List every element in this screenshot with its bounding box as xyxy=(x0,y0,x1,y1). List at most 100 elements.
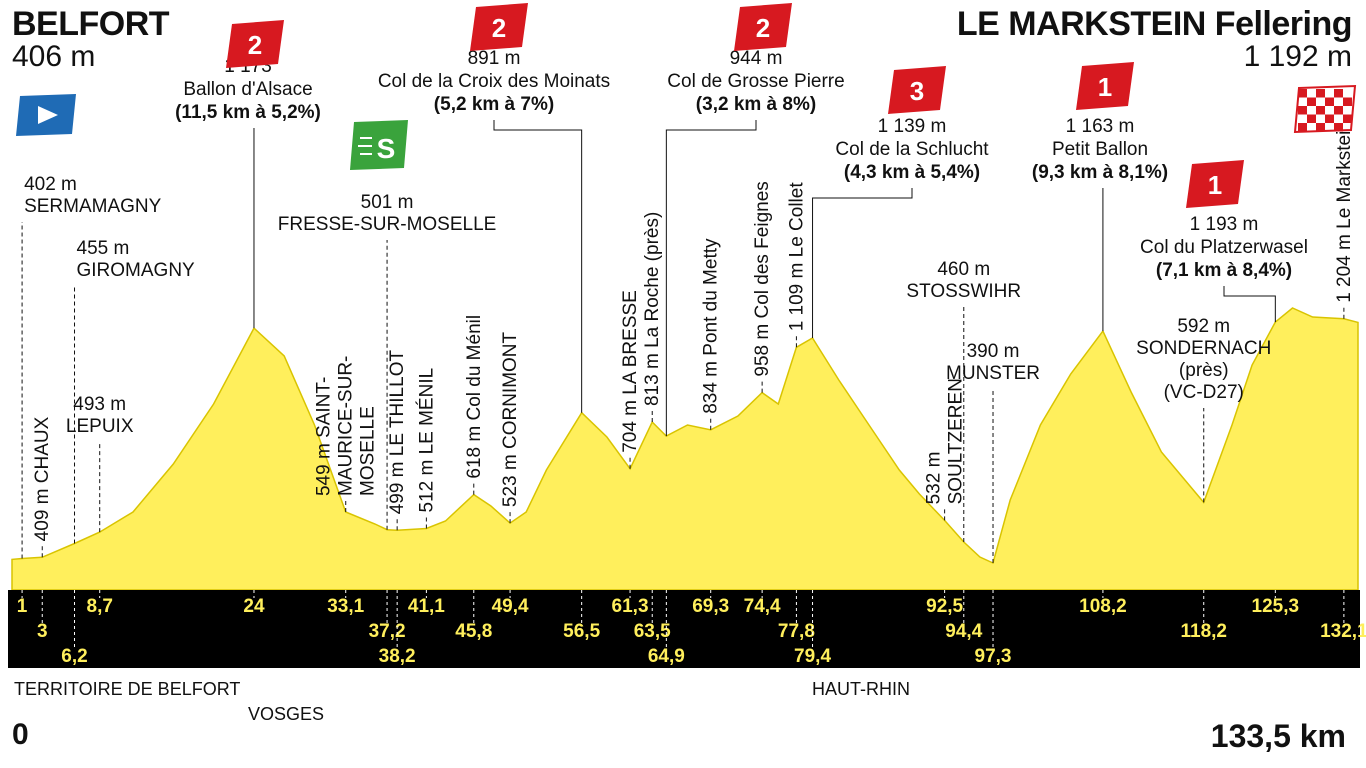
km-label: 49,4 xyxy=(492,596,529,617)
km-label: 77,8 xyxy=(778,621,815,642)
km-label: 45,8 xyxy=(455,621,492,642)
finish-flag-square xyxy=(1307,114,1316,123)
climb-category: 1 xyxy=(1098,72,1112,102)
vertical-place-label: MOSELLE xyxy=(358,406,379,496)
climb-name: Col de la Schlucht xyxy=(835,139,989,160)
vertical-place-label: 813 m La Roche (près) xyxy=(642,212,663,406)
climb-leader xyxy=(1223,286,1276,323)
start-altitude: 406 m xyxy=(12,40,96,73)
climb-altitude: 944 m xyxy=(730,48,783,69)
km-label: 38,2 xyxy=(379,646,416,667)
climb-stats: (4,3 km à 5,4%) xyxy=(844,162,980,183)
place-label: 592 m xyxy=(1177,316,1230,337)
place-label: 493 m xyxy=(73,394,126,415)
department-label: HAUT-RHIN xyxy=(812,679,910,699)
climb-stats: (7,1 km à 8,4%) xyxy=(1156,260,1292,281)
km-label: 1 xyxy=(17,596,28,617)
climb-category: 2 xyxy=(248,30,262,60)
climb-category: 2 xyxy=(492,13,506,43)
vertical-place-label: 1 109 m Le Collet xyxy=(786,182,807,332)
km-label: 3 xyxy=(37,621,48,642)
km-label: 41,1 xyxy=(408,596,445,617)
finish-flag-square xyxy=(1307,97,1316,106)
climb-altitude: 891 m xyxy=(468,48,521,69)
department-label: VOSGES xyxy=(248,704,324,724)
place-label: LEPUIX xyxy=(66,416,134,437)
climb-stats: (11,5 km à 5,2%) xyxy=(175,102,321,123)
checkered-finish-flag-icon xyxy=(1293,84,1357,134)
climb-category-badge-icon: 1 xyxy=(1076,62,1134,110)
climb-category-badge-icon: 2 xyxy=(470,3,528,51)
finish-block: LE MARKSTEIN Fellering 1 192 m xyxy=(957,6,1353,73)
place-label: SONDERNACH xyxy=(1136,338,1271,359)
vertical-place-label: 512 m LE MÉNIL xyxy=(416,368,437,513)
place-label: 402 m xyxy=(24,174,77,195)
start-flag-icon xyxy=(16,94,76,136)
finish-flag-square xyxy=(1316,89,1325,98)
finish-flag-square xyxy=(1325,97,1334,106)
climb-category: 1 xyxy=(1208,170,1222,200)
climb-altitude: 1 139 m xyxy=(878,116,947,137)
climb-category-badge-icon: 1 xyxy=(1186,160,1244,208)
climb-stats: (9,3 km à 8,1%) xyxy=(1032,162,1168,183)
km-label: 118,2 xyxy=(1180,621,1227,642)
vertical-place-label: 532 m xyxy=(924,452,945,505)
climb-name: Col du Platzerwasel xyxy=(1140,237,1308,258)
finish-flag-square xyxy=(1325,114,1334,123)
finish-flag-square xyxy=(1298,123,1307,132)
climb-badge-shape xyxy=(888,66,946,114)
climb-badge-shape xyxy=(1076,62,1134,110)
finish-flag-square xyxy=(1334,89,1343,98)
climb-altitude: 1 193 m xyxy=(1190,214,1259,235)
climb-name: Ballon d'Alsace xyxy=(183,79,312,100)
climb-badge-shape xyxy=(1186,160,1244,208)
place-label: GIROMAGNY xyxy=(77,260,196,281)
km-band xyxy=(8,590,1360,668)
sprint-badge-shape xyxy=(350,120,408,170)
place-label: 455 m xyxy=(77,238,130,259)
department-label: TERRITOIRE DE BELFORT xyxy=(14,679,240,699)
vertical-place-label: 618 m Col du Ménil xyxy=(464,315,485,479)
start-block: BELFORT 406 m xyxy=(12,5,170,73)
finish-flag-square xyxy=(1343,97,1352,106)
place-label: 390 m xyxy=(967,341,1020,362)
vertical-place-label: 409 m CHAUX xyxy=(32,416,53,541)
start-flag-arrow xyxy=(38,106,58,124)
place-label: STOSSWIHR xyxy=(906,281,1021,302)
vertical-place-label: 1 204 m Le Markstein xyxy=(1334,120,1355,303)
climb-category: 3 xyxy=(910,76,924,106)
km-label: 74,4 xyxy=(744,596,781,617)
place-label: MUNSTER xyxy=(946,363,1040,384)
climb-stats: (5,2 km à 7%) xyxy=(434,94,554,115)
finish-altitude: 1 192 m xyxy=(1243,40,1352,73)
place-label: 501 m xyxy=(361,192,414,213)
sprint-label: S xyxy=(377,133,396,164)
vertical-place-label: 704 m LA BRESSE xyxy=(620,290,641,453)
km-label: 6,2 xyxy=(61,646,87,667)
km-label: 33,1 xyxy=(327,596,364,617)
climb-leader xyxy=(493,120,583,413)
km-label: 61,3 xyxy=(612,596,649,617)
km-label: 24 xyxy=(243,596,265,617)
departments-layer: TERRITOIRE DE BELFORT VOSGES HAUT-RHIN xyxy=(14,679,910,724)
vertical-place-label: MAURICE-SUR- xyxy=(336,356,357,496)
vertical-place-label: 499 m LE THILLOT xyxy=(387,350,408,515)
km-label: 94,4 xyxy=(945,621,982,642)
km-label: 8,7 xyxy=(87,596,113,617)
climb-altitude: 1 163 m xyxy=(1066,116,1135,137)
intermediate-sprint-icon: S xyxy=(350,120,408,170)
km-label: 125,3 xyxy=(1252,596,1300,617)
vertical-place-label: SOULTZEREN xyxy=(946,378,967,504)
km-label: 108,2 xyxy=(1079,596,1127,617)
start-town: BELFORT xyxy=(12,5,170,43)
place-label: SERMAMAGNY xyxy=(24,196,162,217)
km-label: 56,5 xyxy=(563,621,600,642)
climb-leader xyxy=(665,120,757,437)
climb-category-badge-icon: 2 xyxy=(226,20,284,68)
icons-layer: 2 2 2 3 1 1 S xyxy=(16,3,1357,208)
leader-lines-layer xyxy=(21,120,1345,563)
km-band-layer: 13 6,2 8,7 24 33,137,2 38,2 41,1 45,849,4 56,5 61… xyxy=(8,590,1366,668)
